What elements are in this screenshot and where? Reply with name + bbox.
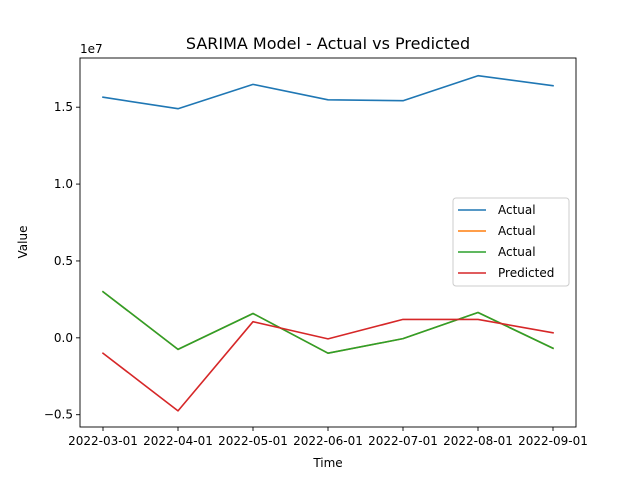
legend-label-4: Predicted xyxy=(498,266,554,280)
series-line-4 xyxy=(101,318,554,412)
legend: Actual Actual Actual Predicted xyxy=(452,197,570,287)
y-axis-multiplier: 1e7 xyxy=(80,42,103,56)
x-tick-label: 2022-04-01 xyxy=(143,434,213,448)
y-tick-label: −0.5 xyxy=(44,408,73,422)
x-tick-label: 2022-09-01 xyxy=(518,434,588,448)
chart-title: SARIMA Model - Actual vs Predicted xyxy=(186,34,470,53)
x-axis-label: Time xyxy=(312,456,342,470)
plot-area xyxy=(101,74,555,412)
series-line-1 xyxy=(102,74,554,110)
axes: 2022-03-01 2022-04-01 2022-05-01 2022-06-01… xyxy=(44,57,588,448)
y-tick-label: 0.5 xyxy=(54,254,73,268)
y-axis-label: Value xyxy=(16,226,30,259)
legend-label-1: Actual xyxy=(498,203,536,217)
y-tick-label: 0.0 xyxy=(54,331,73,345)
x-tick-label: 2022-06-01 xyxy=(293,434,363,448)
legend-label-2: Actual xyxy=(498,224,536,238)
legend-label-3: Actual xyxy=(498,245,536,259)
x-tick-label: 2022-05-01 xyxy=(218,434,288,448)
legend-box xyxy=(452,197,570,287)
series-line-3 xyxy=(101,290,555,355)
x-tick-label: 2022-07-01 xyxy=(368,434,438,448)
x-tick-label: 2022-08-01 xyxy=(443,434,513,448)
y-tick-label: 1.0 xyxy=(54,177,73,191)
y-tick-label: 1.5 xyxy=(54,100,73,114)
x-tick-label: 2022-03-01 xyxy=(68,434,138,448)
